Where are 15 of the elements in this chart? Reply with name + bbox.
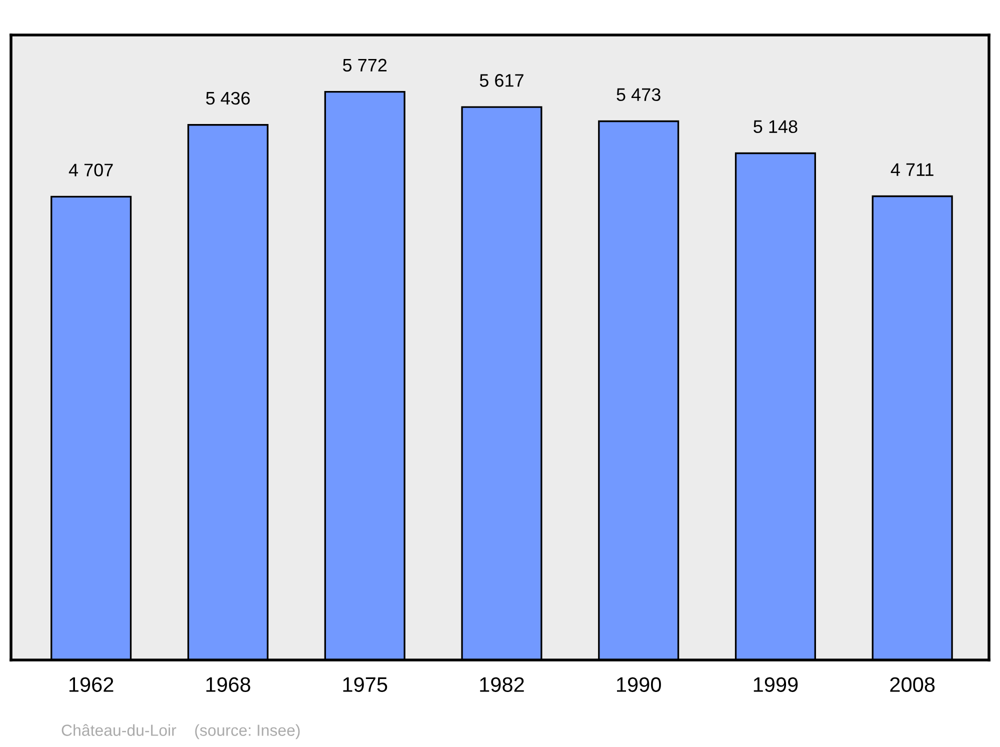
- data-label: 4 707: [68, 164, 113, 176]
- x-tick-label: 1999: [754, 677, 798, 692]
- data-label: 5 473: [616, 88, 660, 102]
- x-tick-label: 1990: [617, 677, 661, 692]
- x-tick-label: 1962: [69, 677, 114, 692]
- data-label: 4 711: [890, 163, 934, 176]
- data-label: 5 772: [342, 58, 387, 72]
- x-tick-label: 1982: [480, 677, 524, 692]
- data-label: 5 436: [206, 92, 250, 105]
- data-label: 5 617: [480, 74, 524, 87]
- x-tick-label: 1968: [206, 677, 250, 692]
- x-tick-label: 1975: [343, 677, 388, 692]
- text: Château-du-Loir (source: Insee): [62, 724, 300, 740]
- data-label: 5 148: [754, 120, 798, 134]
- x-tick-label: 2008: [890, 677, 935, 692]
